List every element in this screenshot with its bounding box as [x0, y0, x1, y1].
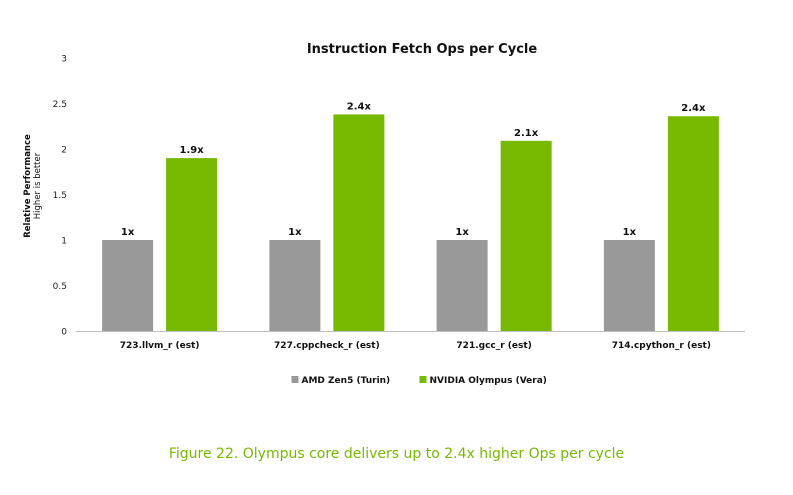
bar-value-label: 1x: [455, 227, 469, 238]
bar-value-label: 2.4x: [681, 103, 706, 114]
bar-value-label: 1.9x: [180, 145, 205, 156]
bar: [269, 240, 321, 331]
y-tick-label: 1: [61, 237, 67, 247]
legend-swatch: [419, 376, 427, 383]
legend: AMD Zen5 (Turin) NVIDIA Olympus (Vera): [291, 376, 547, 386]
x-tick-label: 723.llvm_r (est): [120, 341, 200, 351]
x-tick-label: 714.cpython_r (est): [612, 341, 711, 351]
legend-swatch: [291, 376, 299, 383]
y-tick-label: 2.5: [53, 100, 67, 110]
y-axis-label: Relative Performance: [23, 134, 33, 238]
chart-title: Instruction Fetch Ops per Cycle: [307, 42, 538, 57]
bar-value-label: 1x: [288, 227, 302, 238]
y-tick-label: 0.5: [53, 282, 67, 292]
figure-caption: Figure 22. Olympus core delivers up to 2…: [168, 446, 625, 462]
bar: [603, 240, 655, 331]
legend-label: AMD Zen5 (Turin): [302, 376, 391, 386]
bar: [333, 114, 385, 331]
y-axis-sublabel: Higher is better: [33, 152, 43, 219]
y-tick-label: 1.5: [53, 191, 67, 201]
bar-value-label: 1x: [121, 227, 135, 238]
bar-value-label: 2.1x: [514, 128, 539, 139]
y-tick-label: 2: [61, 146, 67, 156]
bar: [166, 158, 218, 331]
bar: [102, 240, 154, 331]
y-tick-label: 3: [61, 55, 67, 65]
y-tick-label: 0: [61, 328, 67, 338]
x-tick-label: 721.gcc_r (est): [456, 341, 531, 351]
bar: [667, 116, 719, 332]
bar: [500, 140, 552, 331]
bar: [436, 240, 488, 331]
legend-label: NVIDIA Olympus (Vera): [430, 376, 547, 386]
x-tick-label: 727.cppcheck_r (est): [274, 341, 380, 351]
bar-value-label: 2.4x: [347, 101, 372, 112]
bar-value-label: 1x: [623, 227, 637, 238]
